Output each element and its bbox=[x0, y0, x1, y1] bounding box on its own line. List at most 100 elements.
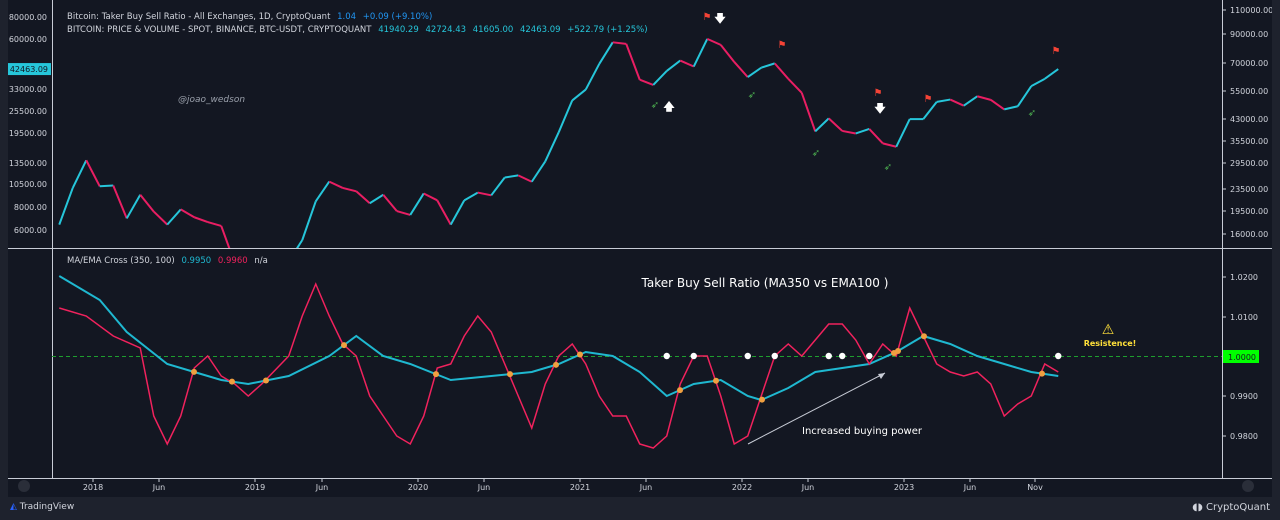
cross-dot bbox=[921, 333, 927, 340]
indicator-extra: n/a bbox=[254, 256, 268, 266]
level-touch-dot bbox=[663, 352, 670, 360]
price-segment bbox=[814, 117, 830, 133]
price-series bbox=[58, 37, 1059, 248]
price-segment bbox=[612, 41, 627, 45]
price-segment bbox=[125, 194, 142, 219]
price-segment bbox=[490, 176, 506, 196]
last-price-label: 42463.09 bbox=[10, 65, 48, 74]
price-segment bbox=[584, 63, 601, 91]
right-axis-tick: 19500.00 bbox=[1230, 207, 1268, 216]
level-label: 1.0000 bbox=[1228, 353, 1256, 362]
buy-rocket-icon: ➶ bbox=[1028, 108, 1036, 119]
price-segment bbox=[355, 190, 371, 204]
price-segment bbox=[220, 225, 231, 248]
time-axis-tick: Jun bbox=[963, 483, 977, 492]
buy-rocket-icon: ➶ bbox=[748, 90, 756, 101]
ratio-series bbox=[58, 275, 1059, 449]
cross-dot bbox=[713, 377, 719, 384]
price-segment bbox=[692, 38, 709, 67]
timezone-button bbox=[18, 480, 30, 492]
price-segment bbox=[963, 95, 978, 107]
price-segment bbox=[882, 142, 897, 148]
price-segment bbox=[477, 191, 492, 197]
legend-close: 42463.09 bbox=[519, 25, 561, 35]
left-axis-tick: 80000.00 bbox=[9, 13, 47, 22]
price-segment bbox=[936, 98, 951, 103]
right-axis-tick: 35500.00 bbox=[1230, 137, 1268, 146]
tradingview-logo[interactable]: ◭ TradingView bbox=[10, 502, 74, 512]
chart-area[interactable]: 80000.00 60000.00 33000.00 25500.00 19500.00… bbox=[8, 0, 1272, 497]
right-axis-tick: 70000.00 bbox=[1230, 59, 1268, 68]
time-axis-tick: 2023 bbox=[894, 483, 914, 492]
auto-scale-button bbox=[1242, 480, 1254, 492]
cross-dot bbox=[229, 378, 235, 385]
buy-rocket-icon: ➶ bbox=[884, 162, 892, 173]
time-axis-tick: Jun bbox=[315, 483, 329, 492]
indicator-ma-value: 0.9960 bbox=[217, 256, 248, 266]
footer: ◭ TradingView ◖◗ CryptoQuant bbox=[0, 497, 1280, 520]
left-axis-tick: 25500.00 bbox=[9, 107, 47, 116]
price-segment bbox=[625, 43, 641, 81]
annotation-arrow bbox=[747, 372, 886, 445]
legend-high: 42724.43 bbox=[425, 25, 467, 35]
watermark: @joao_wedson bbox=[178, 95, 245, 105]
chart-svg[interactable]: 80000.00 60000.00 33000.00 25500.00 19500.00… bbox=[8, 0, 1272, 497]
price-segment bbox=[1004, 105, 1018, 111]
legend-title: Bitcoin: Taker Buy Sell Ratio - All Exch… bbox=[67, 12, 331, 22]
price-segment bbox=[207, 221, 222, 227]
right-axis-tick: 29500.00 bbox=[1230, 159, 1268, 168]
level-touch-dot bbox=[866, 352, 873, 360]
left-axis-tick: 19500.00 bbox=[9, 129, 47, 138]
price-segment bbox=[139, 194, 155, 213]
price-segment bbox=[598, 41, 614, 65]
indicator-ema-value: 0.9950 bbox=[181, 256, 212, 266]
price-segment bbox=[706, 37, 722, 46]
time-axis-tick: 2020 bbox=[408, 483, 428, 492]
price-segment bbox=[530, 160, 547, 183]
price-segment bbox=[296, 239, 304, 248]
level-touch-dot bbox=[690, 352, 697, 360]
indicator-title: MA/EMA Cross (350, 100) bbox=[67, 256, 175, 266]
price-segment bbox=[436, 199, 452, 226]
arrow-down-icon: 🡇 bbox=[874, 102, 886, 115]
right-axis-tick: 55000.00 bbox=[1230, 87, 1268, 96]
price-segment bbox=[153, 210, 168, 226]
price-segment bbox=[842, 129, 856, 135]
price-segment bbox=[652, 70, 668, 86]
cross-dot bbox=[759, 396, 765, 403]
sell-flag-icon: ⚑ bbox=[778, 40, 787, 51]
resistance-label: Resistence! bbox=[1084, 339, 1137, 348]
cross-dot bbox=[191, 368, 197, 375]
price-segment bbox=[449, 199, 466, 226]
price-segment bbox=[544, 131, 560, 162]
cross-dot bbox=[341, 342, 347, 349]
price-segment bbox=[517, 174, 533, 183]
price-segment bbox=[328, 180, 344, 189]
ratio-axis-tick: 1.0200 bbox=[1230, 273, 1258, 282]
legend-low: 41605.00 bbox=[472, 25, 514, 35]
price-segment bbox=[639, 78, 654, 86]
sell-flag-icon: ⚑ bbox=[703, 12, 712, 23]
left-axis-tick: 13500.00 bbox=[9, 159, 47, 168]
price-segment bbox=[193, 216, 209, 224]
price-segment bbox=[895, 118, 911, 148]
cross-dot bbox=[677, 387, 683, 394]
ratio-axis-tick: 1.0100 bbox=[1230, 313, 1258, 322]
level-badge bbox=[1223, 350, 1259, 363]
ratio-axis-tick: 0.9900 bbox=[1230, 392, 1258, 401]
price-segment bbox=[369, 193, 384, 205]
price-segment bbox=[180, 208, 195, 219]
price-segment bbox=[463, 191, 479, 202]
price-segment bbox=[571, 88, 587, 102]
level-touch-dot bbox=[839, 352, 846, 360]
cryptoquant-logo: ◖◗ CryptoQuant bbox=[1192, 502, 1270, 513]
price-segment bbox=[557, 100, 574, 133]
left-axis-tick: 8000.00 bbox=[14, 203, 47, 212]
right-axis-tick: 23500.00 bbox=[1230, 185, 1268, 194]
price-segment bbox=[855, 127, 870, 135]
price-segment bbox=[773, 62, 790, 80]
level-touch-dot bbox=[825, 352, 832, 360]
price-segment bbox=[423, 192, 438, 202]
price-segment bbox=[679, 59, 695, 68]
buying-power-label: Increased buying power bbox=[802, 426, 923, 437]
